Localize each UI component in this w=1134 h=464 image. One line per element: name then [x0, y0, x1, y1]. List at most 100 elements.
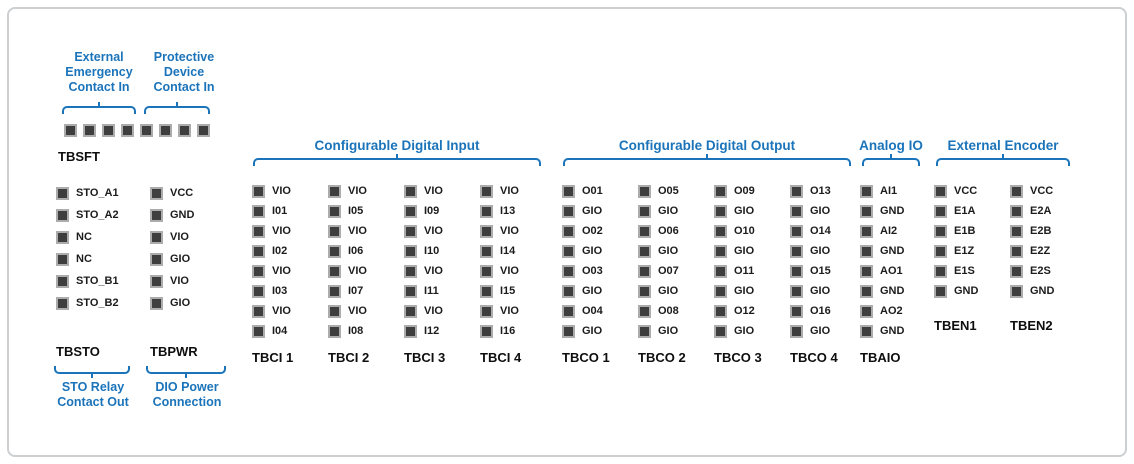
pin-square: [83, 124, 96, 137]
pin-row: GIO: [714, 324, 776, 338]
block-name-tbco2: TBCO 2: [638, 350, 686, 365]
digital-input-columns: VIO I01 VIO I02 VIO I03 VIO I04 TBCI 1 VIO I05 VI…: [252, 184, 542, 365]
pin-square: [860, 324, 873, 338]
pin-square: [404, 284, 417, 298]
block-name-tben1: TBEN1: [934, 318, 977, 333]
pin-label: VIO: [272, 224, 291, 237]
pin-row: O02: [562, 224, 624, 238]
pin-label: I12: [424, 324, 440, 337]
pin-square: [328, 264, 341, 278]
pin-row: NC: [56, 230, 138, 244]
pin-row: E2A: [1010, 204, 1072, 218]
pin-square: [1010, 224, 1023, 238]
pin-row: GIO: [714, 204, 776, 218]
pin-row: VIO: [328, 224, 390, 238]
pin-square: [638, 244, 651, 258]
pin-row: AI2: [860, 224, 922, 238]
pin-square: [638, 224, 651, 238]
pin-square: [121, 124, 134, 137]
pin-square: [404, 324, 417, 338]
pin-label: O14: [810, 224, 831, 237]
external-emergency-contact-label: External Emergency Contact In: [65, 50, 133, 94]
pin-label: I10: [424, 244, 440, 257]
pin-square: [404, 244, 417, 258]
pin-square: [714, 264, 727, 278]
terminal-block-tbci2: VIO I05 VIO I06 VIO I07 VIO I08 TBCI 2: [328, 184, 390, 365]
group-title-analog-io: Analog IO: [859, 138, 923, 153]
pin-square: [860, 244, 873, 258]
block-name-tbco1: TBCO 1: [562, 350, 610, 365]
pin-label: GIO: [734, 324, 755, 337]
terminal-block-tben1: VCC E1A E1B E1Z E1S GND TBEN1: [934, 184, 996, 333]
dio-power-brace: [146, 366, 226, 374]
pin-square: [56, 186, 69, 200]
pin-square: [860, 264, 873, 278]
pin-square: [790, 204, 803, 218]
tbci3-pins: VIO I09 VIO I10 VIO I11 VIO I12: [404, 184, 466, 338]
pin-square: [252, 224, 265, 238]
pin-row: GIO: [790, 324, 852, 338]
pin-row: VIO: [252, 304, 314, 318]
pin-label: VIO: [170, 230, 189, 243]
pin-label: GND: [880, 324, 905, 337]
pin-label: O15: [810, 264, 831, 277]
group-configurable-digital-output: Configurable Digital Output O01 GIO O02 GIO…: [562, 138, 852, 365]
pin-row: VIO: [328, 184, 390, 198]
analog-io-columns: AI1 GND AI2 GND AO1 GND AO2 GND TBAIO: [846, 184, 936, 365]
pin-row: GIO: [638, 204, 700, 218]
terminal-block-tbci3: VIO I09 VIO I10 VIO I11 VIO I12 TBCI 3: [404, 184, 466, 365]
pin-square: [480, 244, 493, 258]
pin-square: [714, 244, 727, 258]
pin-square: [197, 124, 210, 137]
pin-label: O07: [658, 264, 679, 277]
pin-row: GND: [860, 244, 922, 258]
block-name-tbci2: TBCI 2: [328, 350, 370, 365]
pin-square: [252, 304, 265, 318]
pin-row: AO2: [860, 304, 922, 318]
pin-label: GND: [954, 284, 979, 297]
pin-row: STO_A2: [56, 208, 138, 222]
pin-row: GIO: [790, 204, 852, 218]
pin-square: [934, 284, 947, 298]
pin-square: [150, 186, 163, 200]
pin-square: [790, 284, 803, 298]
pin-row: E2B: [1010, 224, 1072, 238]
pin-label: O12: [734, 304, 755, 317]
pin-row: VIO: [480, 224, 542, 238]
pin-square: [790, 184, 803, 198]
pin-row: VIO: [404, 184, 466, 198]
pin-row: E1Z: [934, 244, 996, 258]
pin-row: O04: [562, 304, 624, 318]
pin-label: E1A: [954, 204, 976, 217]
pin-square: [860, 184, 873, 198]
pin-row: VCC: [150, 186, 222, 200]
pin-row: GND: [860, 284, 922, 298]
pin-row: VIO: [404, 224, 466, 238]
digital-output-brace: [563, 158, 851, 166]
pin-row: GND: [934, 284, 996, 298]
terminal-block-tbsto: STO_A1 STO_A2 NC NC STO_B1 STO_B2 TBSTO: [56, 186, 138, 359]
tbco1-pins: O01 GIO O02 GIO O03 GIO O04 GIO: [562, 184, 624, 338]
pin-row: GIO: [562, 204, 624, 218]
pin-square: [480, 304, 493, 318]
pin-square: [102, 124, 115, 137]
block-name-tbaio: TBAIO: [860, 350, 901, 365]
pin-row: VIO: [480, 184, 542, 198]
pin-square: [860, 204, 873, 218]
pin-square: [178, 124, 191, 137]
pin-square: [140, 124, 153, 137]
pin-row: GIO: [562, 284, 624, 298]
pin-square: [252, 284, 265, 298]
pin-label: VIO: [500, 304, 519, 317]
pin-square: [638, 184, 651, 198]
pin-label: GND: [880, 204, 905, 217]
pin-label: I07: [348, 284, 364, 297]
block-name-tbci4: TBCI 4: [480, 350, 522, 365]
pin-label: GIO: [582, 324, 603, 337]
pin-row: VIO: [252, 224, 314, 238]
pin-square: [252, 204, 265, 218]
pin-row: VIO: [404, 304, 466, 318]
group-title-external-encoder: External Encoder: [947, 138, 1059, 153]
pin-label: GIO: [734, 204, 755, 217]
pin-row: I09: [404, 204, 466, 218]
